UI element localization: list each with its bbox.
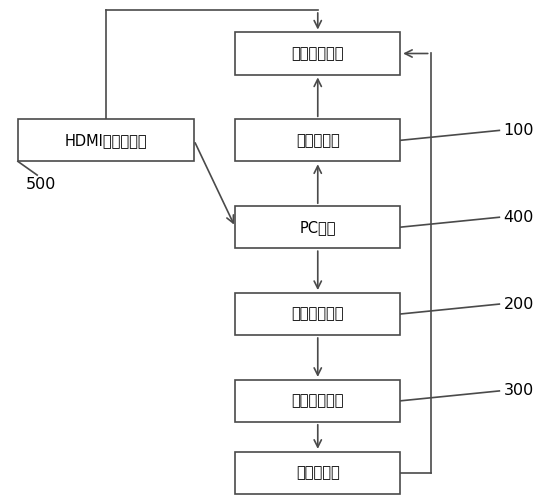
- Text: 待压测电视机: 待压测电视机: [291, 46, 344, 61]
- FancyBboxPatch shape: [235, 452, 400, 494]
- FancyBboxPatch shape: [235, 206, 400, 249]
- FancyBboxPatch shape: [235, 119, 400, 161]
- Text: PC电脑: PC电脑: [300, 220, 336, 235]
- FancyBboxPatch shape: [235, 380, 400, 422]
- Text: 400: 400: [504, 210, 534, 225]
- FancyBboxPatch shape: [18, 119, 194, 161]
- Text: 电源控制盒: 电源控制盒: [296, 133, 340, 148]
- Text: 100: 100: [504, 123, 534, 138]
- FancyBboxPatch shape: [235, 293, 400, 335]
- FancyBboxPatch shape: [235, 32, 400, 74]
- Text: 继电器转接板: 继电器转接板: [291, 393, 344, 408]
- Text: 遥控器按键: 遥控器按键: [296, 465, 340, 481]
- Text: 200: 200: [504, 296, 534, 311]
- Text: 继电器控制盒: 继电器控制盒: [291, 306, 344, 321]
- Text: 300: 300: [504, 383, 534, 398]
- Text: 500: 500: [26, 178, 56, 193]
- Text: HDMI串口转接线: HDMI串口转接线: [65, 133, 147, 148]
